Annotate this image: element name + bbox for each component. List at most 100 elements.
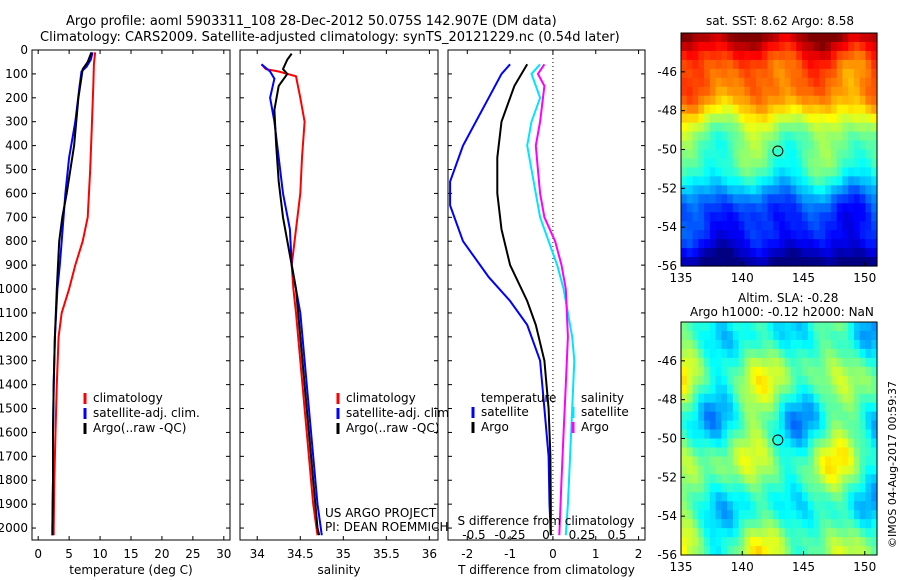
sst-cell [744,113,751,124]
sst-cell [738,59,746,70]
sst-cell [825,194,832,204]
sla-cell [732,429,740,440]
sla-cell [830,339,838,350]
sst-cell [848,158,855,169]
sla-cell [727,339,734,350]
sla-cell [819,393,826,404]
sst-cell [709,113,717,124]
sst-cell [692,158,699,169]
sla-cell [871,483,878,493]
sst-cell [721,239,728,249]
sst-cell [773,257,780,267]
sst-cell [807,59,815,70]
temp-xtick-label: 30 [216,547,231,561]
sla-cell [686,492,694,502]
sla-cell [738,510,746,520]
sla-cell [807,438,815,449]
sst-cell [750,185,757,195]
sla-cell [744,465,751,475]
sst-cell [859,50,867,61]
sal-xtick-label: 35.5 [373,547,400,561]
sst-cell [681,239,688,249]
sst-cell [779,86,786,97]
sla-cell [842,483,849,493]
sst-cell [802,50,809,61]
sst-cell [773,221,780,231]
sla-cell [830,330,838,341]
sst-cell [859,212,867,222]
sla-cell [871,501,878,511]
sst-cell [709,77,717,88]
sst-cell [779,33,786,43]
temp-xtick-label: 5 [65,547,73,561]
sst-cell [744,167,751,177]
sla-cell [825,510,832,520]
sla-cell [755,519,763,529]
sst-cell [859,221,867,231]
sla-cell [686,375,694,386]
sst-cell [738,248,746,258]
sst-cell [773,194,780,204]
sst-cell [871,248,878,258]
sst-cell [836,239,844,249]
sst-cell [773,33,780,43]
sla-cell [819,411,826,422]
sst-cell [842,131,849,142]
sst-cell [750,50,757,61]
sst-cell [790,212,797,222]
sla-cell [715,474,722,484]
sst-cell [779,194,786,204]
sla-cell [767,537,774,547]
sst-cell [790,239,797,249]
sst-cell [784,194,792,204]
sla-cell [819,456,826,466]
sla-cell [738,528,746,538]
sla-xtick-label: 150 [853,560,876,574]
diff-xtick-label: 2 [635,547,643,561]
sst-cell [848,86,855,97]
sst-cell [859,230,867,240]
sla-cell [773,375,780,386]
sst-cell [830,257,838,267]
sla-cell [773,339,780,350]
sla-cell [853,420,861,431]
sst-cell [744,176,751,186]
sla-cell [825,420,832,431]
sst-cell [871,41,878,52]
sst-cell [698,131,705,142]
sst-cell [721,59,728,70]
sla-cell [779,492,786,502]
sst-cell [779,221,786,231]
sla-cell [704,492,711,502]
sla-cell [871,322,878,332]
sla-cell [709,339,717,350]
sst-cell [681,176,688,186]
diff-series-3 [534,63,569,536]
sst-cell [755,77,763,88]
diff-x2tick-label: -0.5 [462,528,485,542]
sla-cell [692,357,699,368]
sla-cell [784,501,792,511]
sst-cell [848,212,855,222]
temp-ytick-label: 1000 [0,282,28,296]
sst-ytick-label: -54 [657,220,677,234]
sst-cell [698,33,705,43]
sst-cell [709,194,717,204]
sst-cell [819,95,826,106]
sst-cell [738,104,746,115]
sla-cell [692,322,699,332]
sla-cell [767,483,774,493]
sst-cell [721,176,728,186]
diff-x2tick-label: 0.25 [569,528,596,542]
sla-cell [709,420,717,431]
sla-cell [825,474,832,484]
sla-cell [738,438,746,449]
sla-cell [865,366,872,377]
sst-cell [784,104,792,115]
sla-cell [698,411,705,422]
sla-cell [686,393,694,404]
sla-cell [784,375,792,386]
sla-cell [721,411,728,422]
sst-cell [750,77,757,88]
sst-cell [807,158,815,169]
